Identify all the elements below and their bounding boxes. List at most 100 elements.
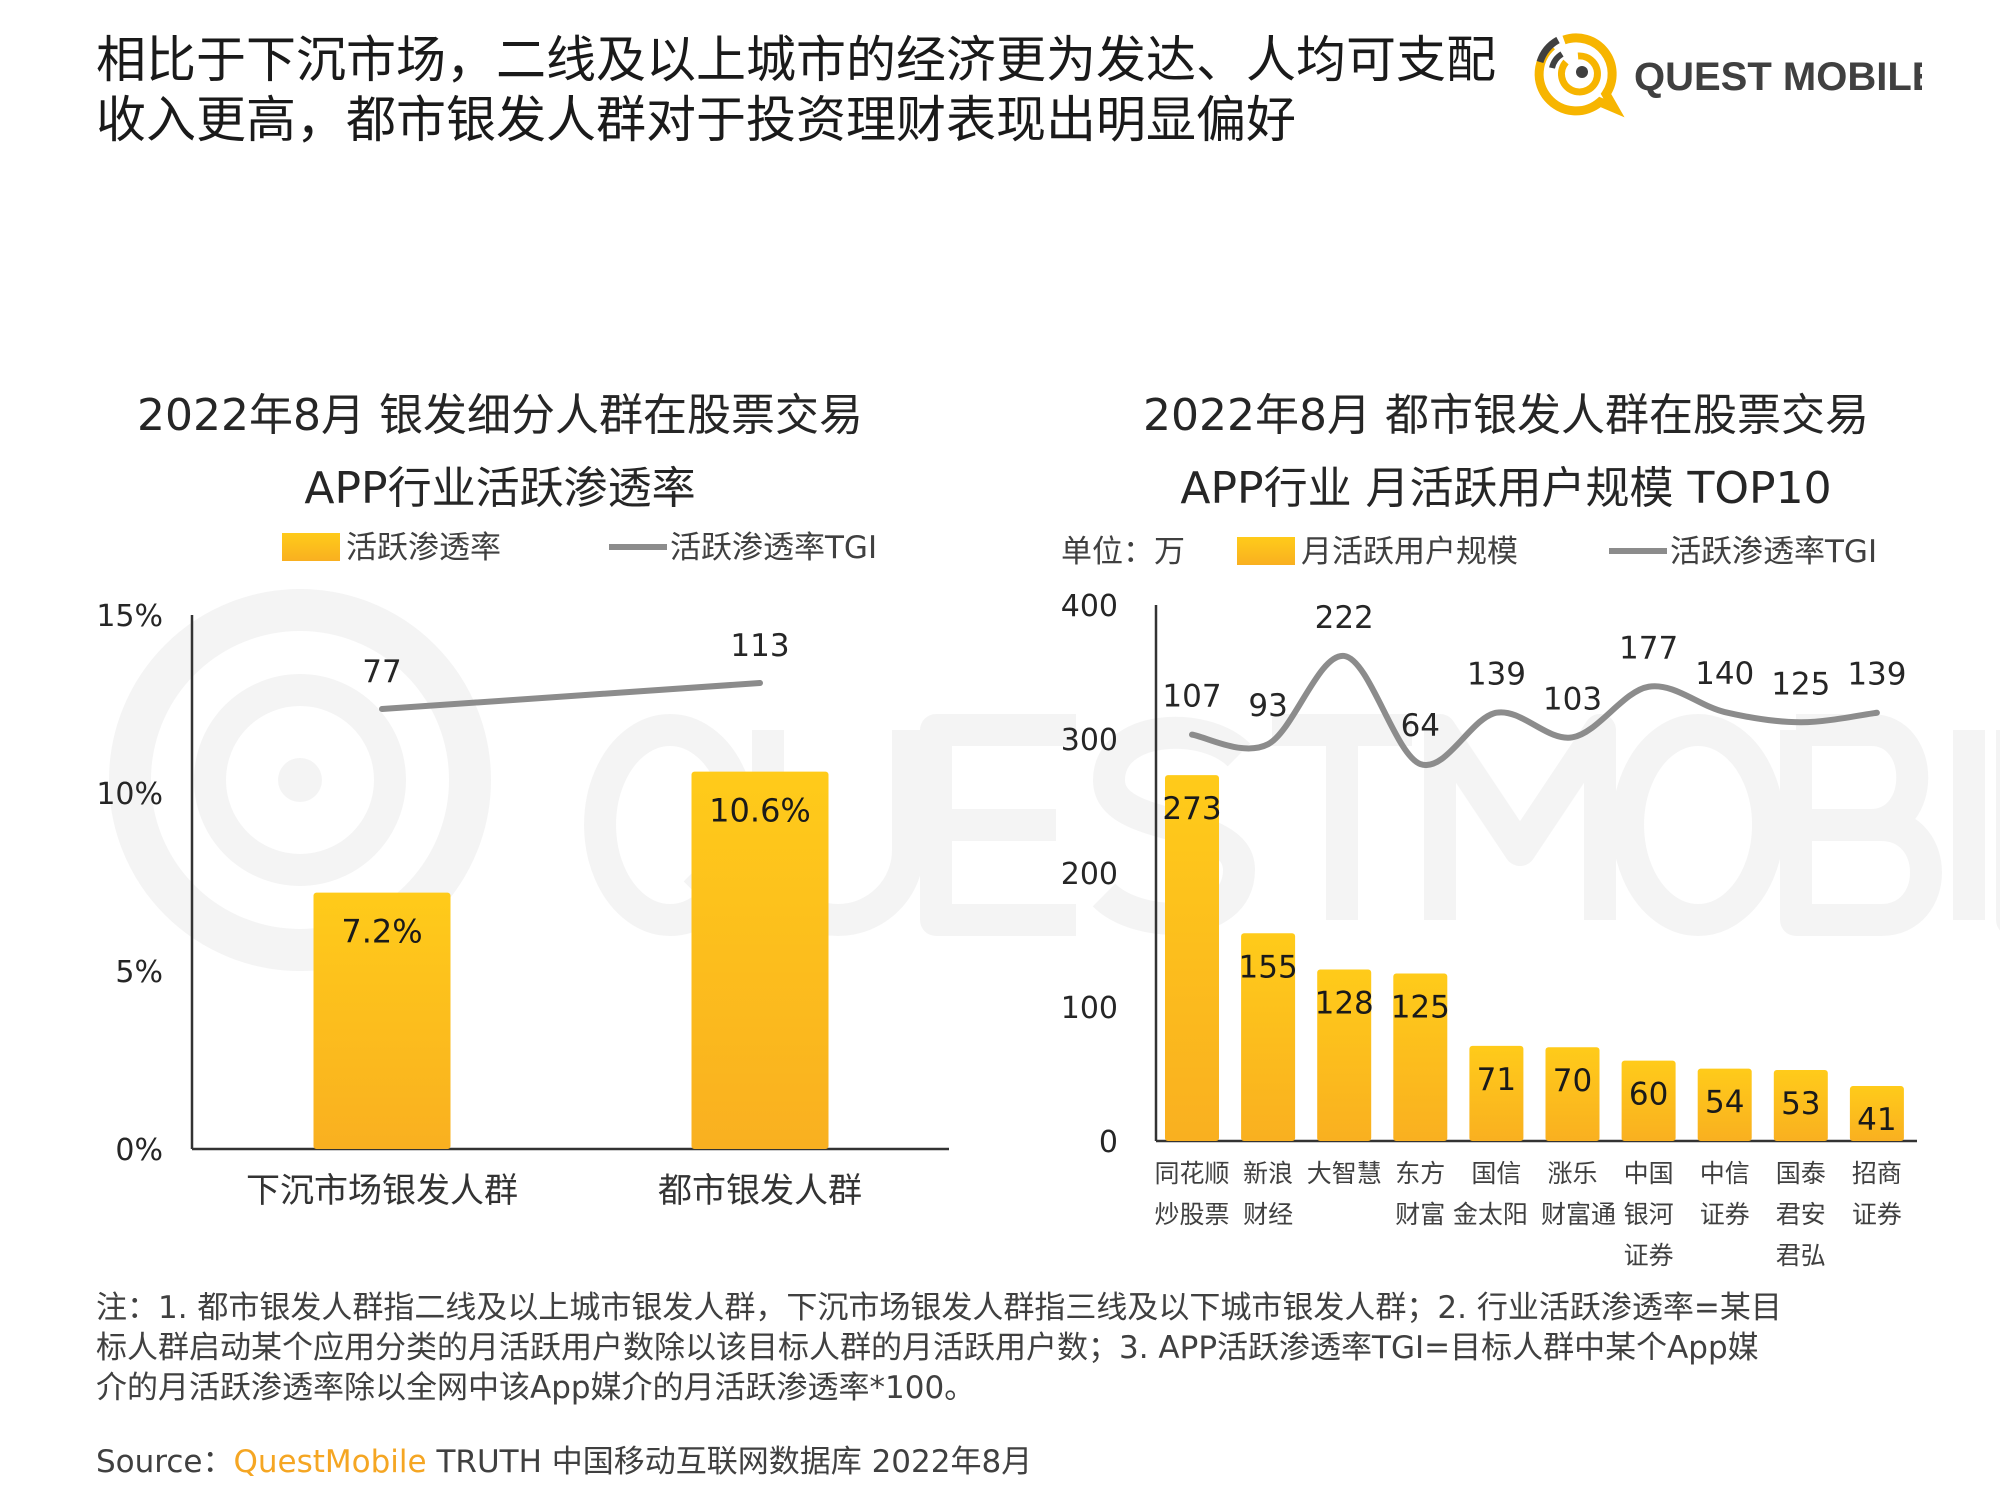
x-tick-label: 证券 bbox=[1852, 1200, 1902, 1229]
bar bbox=[1469, 1045, 1524, 1141]
x-tick-label: 东方 bbox=[1395, 1159, 1445, 1188]
x-tick-label: 国泰 bbox=[1776, 1159, 1826, 1188]
bar-value-label: 7.2% bbox=[341, 913, 422, 951]
x-tick-label: 招商 bbox=[1852, 1159, 1902, 1188]
x-tick-label: 涨乐 bbox=[1547, 1159, 1597, 1188]
bar bbox=[1697, 1068, 1752, 1141]
y-tick-label: 10% bbox=[96, 777, 163, 812]
source-prefix: Source： bbox=[96, 1444, 234, 1480]
tgi-value-label: 177 bbox=[1619, 631, 1678, 667]
bar-value-label: 273 bbox=[1162, 791, 1221, 827]
x-tick-label: 君弘 bbox=[1776, 1241, 1826, 1270]
bar bbox=[691, 771, 829, 1149]
page-title-line-2: 收入更高，都市银发人群对于投资理财表现出明显偏好 bbox=[96, 91, 1296, 149]
tgi-value-label: 125 bbox=[1771, 666, 1830, 702]
tgi-value-label: 93 bbox=[1248, 688, 1287, 724]
x-tick-label: 金太阳 bbox=[1453, 1200, 1528, 1229]
watermark-letter-shape bbox=[920, 714, 1076, 936]
bar bbox=[1165, 775, 1219, 1141]
y-tick-label: 5% bbox=[115, 955, 163, 990]
chart-title-line-1: 2022年8月 都市银发人群在股票交易 bbox=[1143, 390, 1869, 441]
source-brand: QuestMobile bbox=[233, 1444, 427, 1480]
y-tick-label: 0 bbox=[1099, 1125, 1118, 1160]
logo-text: QUEST MOBILE bbox=[1634, 55, 1922, 99]
bar-value-label: 54 bbox=[1705, 1085, 1744, 1121]
bar-value-label: 155 bbox=[1239, 949, 1298, 985]
note-line-3: 介的月活跃渗透率除以全网中该App媒介的月活跃渗透率*100。 bbox=[96, 1370, 976, 1406]
x-tick-label: 君安 bbox=[1776, 1200, 1826, 1229]
bar-value-label: 53 bbox=[1781, 1086, 1820, 1122]
x-tick-label: 炒股票 bbox=[1154, 1200, 1229, 1229]
x-tick-label: 证券 bbox=[1700, 1200, 1750, 1229]
x-tick-label: 下沉市场银发人群 bbox=[246, 1171, 518, 1211]
tgi-value-label: 139 bbox=[1467, 657, 1526, 693]
x-tick-label: 中信 bbox=[1700, 1159, 1750, 1188]
bar bbox=[1545, 1047, 1600, 1141]
questmobile-logo: QUEST MOBILE bbox=[1534, 33, 1922, 118]
bar-value-label: 10.6% bbox=[709, 792, 811, 830]
legend-label-line: 活跃渗透率TGI bbox=[1670, 534, 1877, 570]
x-tick-label: 大智慧 bbox=[1307, 1159, 1382, 1188]
y-tick-label: 400 bbox=[1061, 589, 1118, 624]
bar-value-label: 60 bbox=[1629, 1077, 1668, 1113]
y-tick-label: 0% bbox=[115, 1133, 163, 1168]
x-tick-label: 财经 bbox=[1243, 1200, 1293, 1229]
tgi-value-label: 113 bbox=[730, 628, 789, 664]
bar-value-label: 125 bbox=[1391, 990, 1450, 1026]
bar bbox=[313, 892, 451, 1149]
bar-value-label: 128 bbox=[1315, 985, 1374, 1021]
tgi-value-label: 222 bbox=[1315, 600, 1374, 636]
x-tick-label: 银河 bbox=[1624, 1200, 1674, 1229]
x-tick-label: 都市银发人群 bbox=[658, 1171, 862, 1211]
tgi-value-label: 139 bbox=[1847, 657, 1906, 693]
logo-icon bbox=[1534, 33, 1625, 118]
source-rest: TRUTH 中国移动互联网数据库 2022年8月 bbox=[426, 1444, 1033, 1480]
bar bbox=[1241, 933, 1296, 1141]
legend-label-bar: 月活跃用户规模 bbox=[1301, 534, 1518, 570]
watermark-letter-shape bbox=[1272, 714, 1412, 920]
y-tick-label: 100 bbox=[1061, 991, 1118, 1026]
x-tick-label: 国信 bbox=[1471, 1159, 1521, 1188]
bar bbox=[1317, 969, 1372, 1141]
note-line-2: 标人群启动某个应用分类的月活跃用户数除以该目标人群的月活跃用户数；3. APP活… bbox=[96, 1330, 1759, 1366]
y-tick-label: 300 bbox=[1061, 723, 1118, 758]
legend-label-line: 活跃渗透率TGI bbox=[670, 530, 877, 566]
x-tick-label: 同花顺 bbox=[1154, 1159, 1229, 1188]
chart-title-line-2: APP行业 月活跃用户规模 TOP10 bbox=[1180, 463, 1831, 514]
legend-label-bar: 活跃渗透率 bbox=[346, 530, 501, 566]
watermark-letter-shape bbox=[1424, 714, 1616, 920]
bar-value-label: 70 bbox=[1553, 1063, 1592, 1099]
bar bbox=[1773, 1069, 1828, 1141]
tgi-value-label: 103 bbox=[1543, 681, 1602, 717]
chart-title-line-1: 2022年8月 银发细分人群在股票交易 bbox=[137, 390, 863, 441]
chart-title-line-2: APP行业活跃渗透率 bbox=[304, 463, 695, 514]
tgi-value-label: 140 bbox=[1695, 656, 1754, 692]
y-tick-label: 200 bbox=[1061, 857, 1118, 892]
unit-label: 单位：万 bbox=[1061, 534, 1185, 570]
source-line: Source：QuestMobile TRUTH 中国移动互联网数据库 2022… bbox=[96, 1436, 1032, 1481]
watermark-letter-shape bbox=[1780, 714, 1942, 936]
y-tick-label: 15% bbox=[96, 599, 163, 634]
note-line-1: 注：1. 都市银发人群指二线及以上城市银发人群，下沉市场银发人群指三线及以下城市… bbox=[96, 1290, 1782, 1326]
bar-value-label: 41 bbox=[1857, 1102, 1896, 1138]
tgi-line bbox=[1189, 652, 1880, 769]
tgi-value-label: 107 bbox=[1162, 679, 1221, 715]
x-tick-label: 财富 bbox=[1395, 1200, 1445, 1229]
bar bbox=[1849, 1086, 1904, 1141]
x-tick-label: 证券 bbox=[1624, 1241, 1674, 1270]
x-tick-label: 新浪 bbox=[1243, 1159, 1293, 1188]
watermark-letter-shape bbox=[584, 714, 756, 936]
tgi-value-label: 77 bbox=[362, 654, 401, 690]
tgi-line bbox=[379, 680, 763, 713]
bar-value-label: 71 bbox=[1477, 1062, 1516, 1098]
bar bbox=[1393, 973, 1448, 1141]
watermark-letter-shape bbox=[1612, 714, 1784, 936]
legend-bar-swatch bbox=[1237, 537, 1295, 565]
right-chart: 2022年8月 都市银发人群在股票交易 APP行业 月活跃用户规模 TOP10 单位… bbox=[1061, 390, 1917, 1270]
bar bbox=[1621, 1060, 1676, 1141]
legend-bar-swatch bbox=[282, 533, 340, 561]
page-title-line-1: 相比于下沉市场，二线及以上城市的经济更为发达、人均可支配 bbox=[96, 31, 1496, 89]
tgi-value-label: 64 bbox=[1401, 708, 1440, 744]
